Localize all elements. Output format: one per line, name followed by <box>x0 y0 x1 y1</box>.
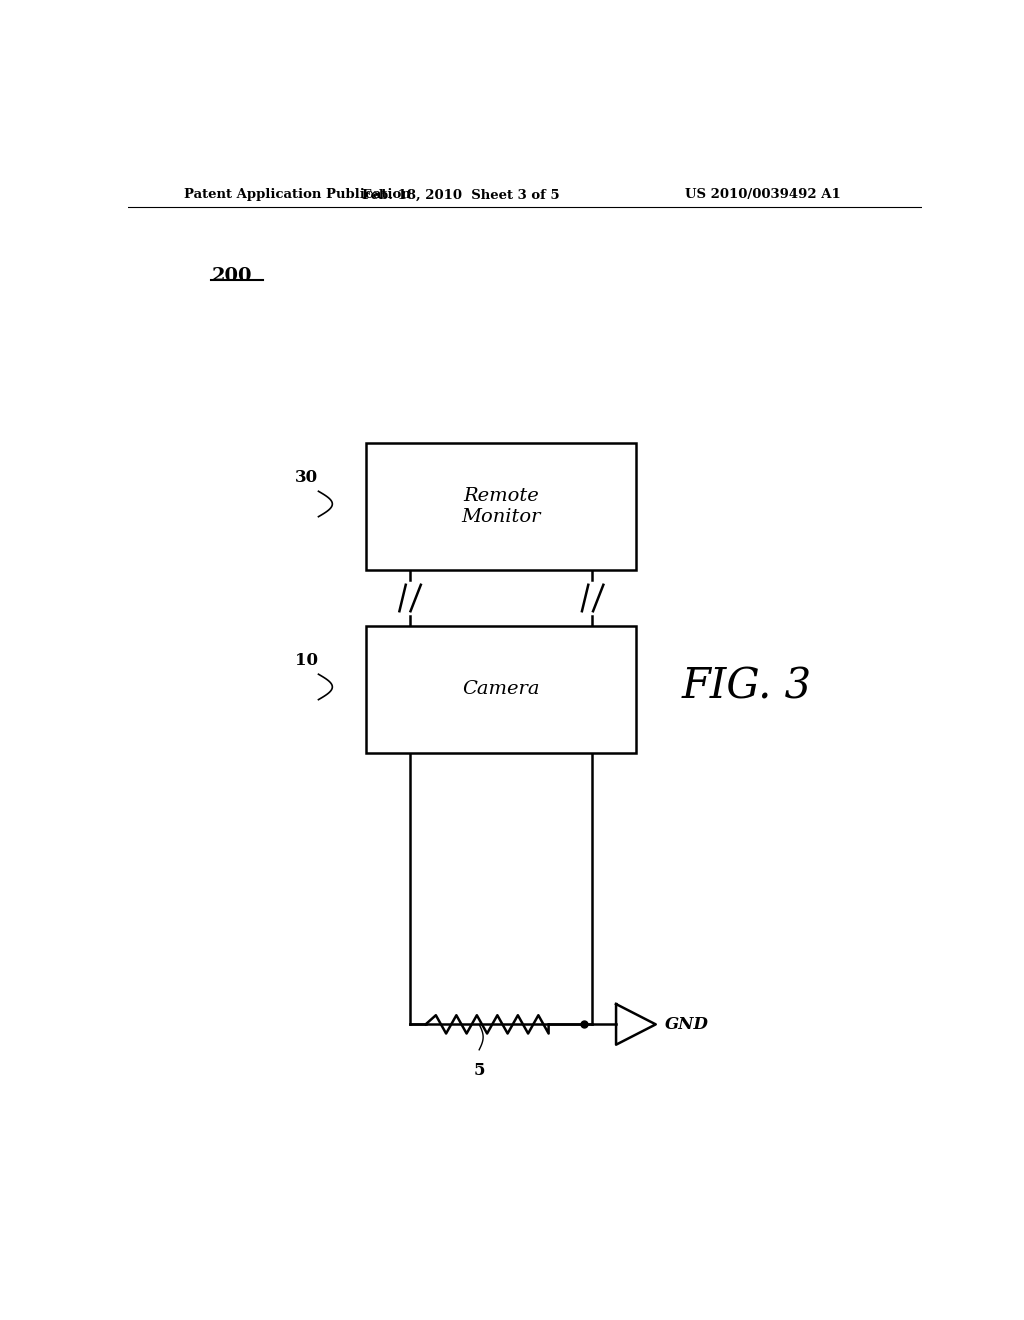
Bar <box>367 444 636 570</box>
Text: GND: GND <box>666 1016 710 1032</box>
Text: US 2010/0039492 A1: US 2010/0039492 A1 <box>685 189 841 202</box>
Text: 30: 30 <box>295 469 317 486</box>
Text: 10: 10 <box>295 652 317 669</box>
Text: Patent Application Publication: Patent Application Publication <box>183 189 411 202</box>
Text: Remote
Monitor: Remote Monitor <box>461 487 541 525</box>
Text: Camera: Camera <box>462 681 540 698</box>
Bar <box>367 626 636 752</box>
Text: Feb. 18, 2010  Sheet 3 of 5: Feb. 18, 2010 Sheet 3 of 5 <box>362 189 560 202</box>
Text: 5: 5 <box>473 1063 485 1078</box>
Text: FIG. 3: FIG. 3 <box>682 665 812 708</box>
Text: 200: 200 <box>211 268 252 285</box>
